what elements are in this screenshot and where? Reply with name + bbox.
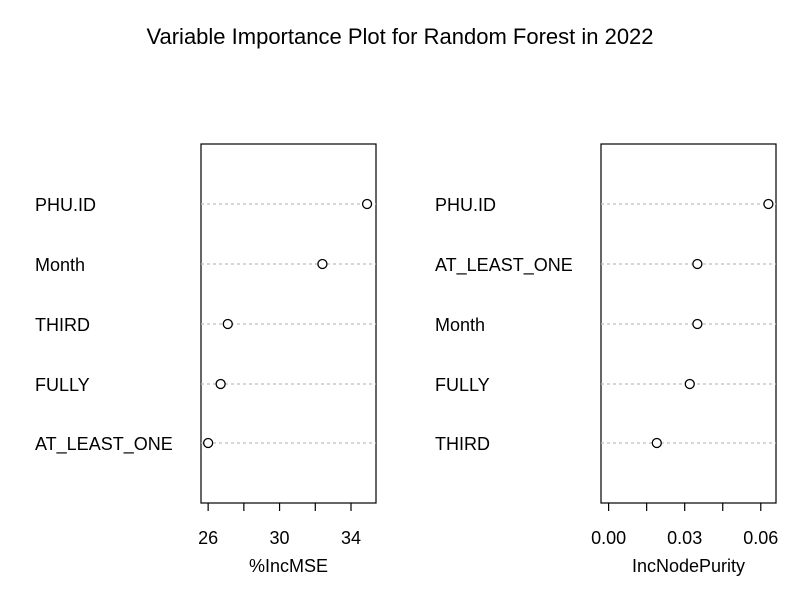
incnodepurity-category-label: PHU.ID	[435, 195, 496, 215]
incmse-point-month	[317, 258, 328, 270]
incmse-x-tick-label: 30	[270, 528, 290, 548]
incmse-category-label: Month	[35, 255, 85, 275]
incmse-point-third	[222, 318, 233, 330]
incmse-category-label: PHU.ID	[35, 195, 96, 215]
incnodepurity-x-tick-label: 0.06	[743, 528, 778, 548]
incnodepurity-category-label: Month	[435, 315, 485, 335]
incnodepurity-x-tick-label: 0.00	[591, 528, 626, 548]
incnodepurity-x-axis-title: IncNodePurity	[632, 556, 745, 576]
incnodepurity-point-month	[692, 318, 703, 330]
incmse-x-tick-label: 26	[198, 528, 218, 548]
incmse-x-axis-title: %IncMSE	[249, 556, 328, 576]
incmse-x-tick-label: 34	[341, 528, 361, 548]
incnodepurity-panel: PHU.ID AT_LEAST_ONE Month FULLY THIRD 0.00 0.0…	[435, 143, 778, 576]
incmse-category-label: THIRD	[35, 315, 90, 335]
figure-title: Variable Importance Plot for Random Fore…	[146, 24, 653, 49]
incnodepurity-category-label: FULLY	[435, 375, 490, 395]
incnodepurity-point-at-least-one	[692, 258, 703, 270]
incmse-category-label: AT_LEAST_ONE	[35, 434, 173, 455]
incmse-point-fully	[215, 378, 226, 390]
incnodepurity-point-third	[651, 437, 662, 449]
incnodepurity-point-fully	[684, 378, 695, 390]
incmse-point-phu-id	[361, 198, 373, 210]
incmse-panel: PHU.ID Month THIRD FULLY AT_LEAST_ONE 26 30 34%…	[35, 143, 377, 576]
incnodepurity-category-label: AT_LEAST_ONE	[435, 255, 573, 276]
incnodepurity-point-phu-id	[763, 198, 774, 210]
incmse-point-at-least-one	[202, 437, 214, 449]
incnodepurity-category-label: THIRD	[435, 434, 490, 454]
incmse-category-label: FULLY	[35, 375, 90, 395]
incnodepurity-x-tick-label: 0.03	[667, 528, 702, 548]
